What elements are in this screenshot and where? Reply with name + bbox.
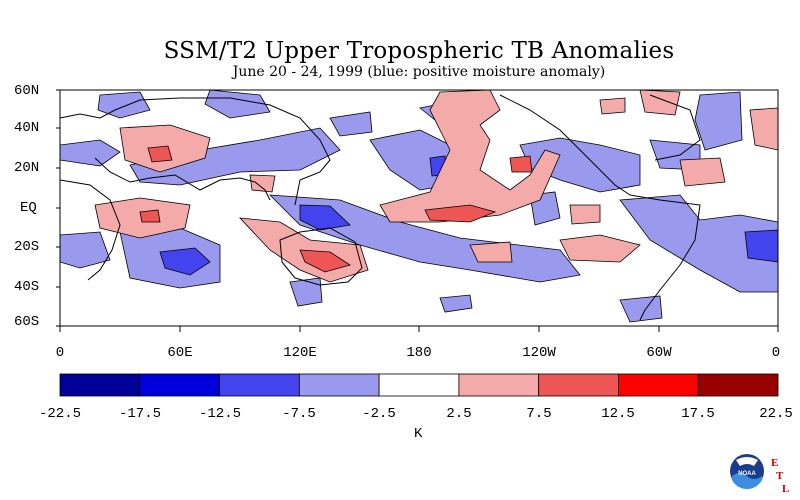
colorbar-tick-label: 17.5 (681, 406, 715, 422)
anomaly-core-negative (159, 247, 211, 276)
lon-label: 180 (406, 345, 432, 361)
colorbar-swatch (458, 373, 540, 397)
logo-letter-e: E (771, 457, 778, 469)
lon-label: 60W (646, 345, 672, 361)
colorbar-tick-label: -12.5 (198, 406, 242, 422)
lon-label: 0 (55, 345, 65, 361)
anomaly-region-positive (749, 107, 778, 151)
anomaly-region-negative (619, 295, 663, 323)
map-subtitle: June 20 - 24, 1999 (blue: positive moist… (232, 64, 606, 80)
coastline (279, 227, 363, 286)
anomaly-region-negative (289, 277, 323, 307)
logo-letter-t: T (776, 470, 784, 482)
lon-label: 120E (283, 345, 317, 361)
anomaly-region-negative (60, 231, 111, 269)
colorbar-tick-label: -2.5 (362, 406, 396, 422)
colorbar-swatch (538, 373, 619, 397)
anomaly-core-positive (299, 249, 351, 273)
colorbar-swatch (378, 373, 460, 397)
anomaly-region-negative (129, 127, 341, 186)
colorbar-tick-label: -17.5 (118, 406, 162, 422)
logo-letter-l: L (782, 483, 789, 495)
anomaly-region-negative (694, 91, 743, 151)
coastline (629, 194, 701, 321)
anomaly-field (60, 90, 778, 323)
colorbar-tick-label: 2.5 (446, 406, 472, 422)
map-title: SSM/T2 Upper Tropospheric TB Anomalies (163, 38, 675, 64)
lat-label: 40S (14, 279, 40, 295)
coastline (499, 94, 631, 196)
lon-label: 120W (522, 345, 556, 361)
anomaly-region-positive (639, 90, 681, 116)
anomaly-region-positive (249, 174, 276, 193)
anomaly-region-negative (619, 194, 778, 293)
lat-label: EQ (20, 200, 37, 216)
lon-label: 0 (771, 345, 781, 361)
anomaly-region-positive (379, 90, 561, 223)
colorbar-swatch (139, 373, 220, 397)
anomaly-region-positive (559, 234, 641, 263)
colorbar (59, 373, 779, 397)
anomaly-core-negative (744, 229, 778, 263)
anomaly-region-negative (439, 294, 473, 313)
anomaly-region-positive (599, 97, 626, 115)
anomaly-core-positive (509, 155, 533, 173)
colorbar-swatch (298, 373, 380, 397)
colorbar-swatch (59, 373, 141, 397)
anomaly-core-negative (299, 204, 351, 231)
colorbar-swatch (219, 373, 300, 397)
colorbar-tick-label: 7.5 (526, 406, 552, 422)
anomaly-region-positive (469, 241, 513, 263)
anomaly-core-positive (424, 204, 497, 223)
coastline (60, 97, 331, 206)
anomaly-region-negative (204, 90, 271, 119)
lat-label: 60S (14, 314, 40, 330)
lat-label: 20N (14, 160, 40, 176)
anomaly-region-positive (569, 204, 601, 225)
anomaly-core-positive (147, 145, 173, 163)
noaa-logo-text: NOAA (738, 471, 756, 477)
lat-label: 20S (14, 239, 40, 255)
colorbar-swatch (618, 373, 699, 397)
coastline (94, 157, 271, 201)
colorbar-unit-label: K (414, 426, 423, 442)
anomaly-region-negative (97, 91, 151, 119)
coastline (60, 179, 121, 281)
colorbar-tick-label: -22.5 (38, 406, 82, 422)
lat-label: 60N (14, 83, 40, 99)
anomaly-core-positive (139, 209, 161, 223)
colorbar-tick-label: 12.5 (601, 406, 635, 422)
lon-label: 60E (167, 345, 193, 361)
lat-label: 40N (14, 120, 40, 136)
coastline (649, 94, 701, 161)
colorbar-tick-label: 22.5 (759, 406, 793, 422)
map-ticks (56, 89, 779, 332)
anomaly-region-negative (60, 139, 121, 167)
colorbar-swatch (697, 373, 779, 397)
anomaly-region-positive (679, 157, 726, 187)
noaa-logo: NOAA E T L (730, 454, 789, 495)
anomaly-region-negative (329, 111, 373, 137)
colorbar-tick-label: -7.5 (282, 406, 316, 422)
